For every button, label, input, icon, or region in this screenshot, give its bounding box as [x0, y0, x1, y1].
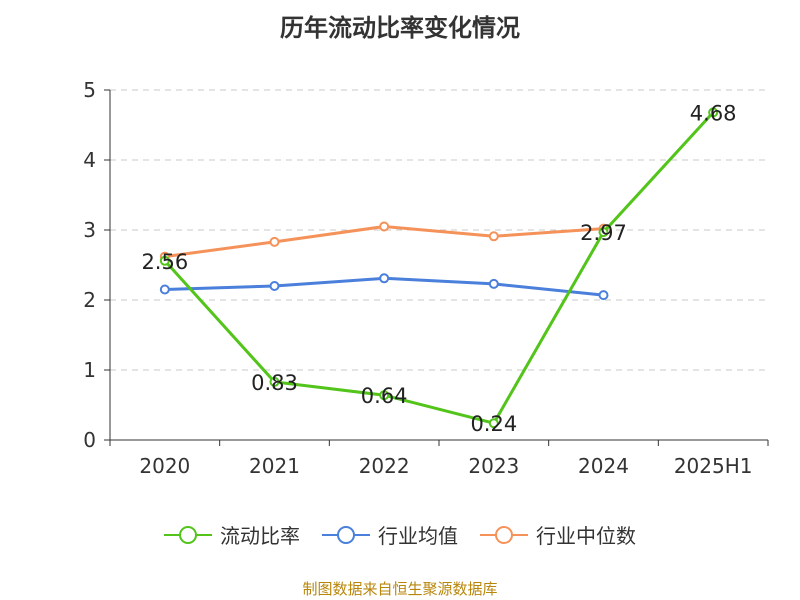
data-point	[379, 221, 390, 232]
data-label: 0.24	[470, 412, 517, 436]
data-point	[379, 273, 390, 284]
data-point	[269, 376, 280, 387]
chart-title: 历年流动比率变化情况	[280, 14, 520, 42]
data-point	[379, 390, 390, 401]
x-tick-label: 2024	[578, 454, 629, 478]
data-label: 0.83	[251, 371, 298, 395]
legend-marker-icon	[322, 525, 370, 544]
y-tick-label: 5	[83, 78, 96, 102]
legend: 流动比率 行业均值 行业中位数	[0, 520, 800, 549]
legend-marker-icon	[164, 525, 212, 544]
data-point	[598, 290, 609, 301]
y-tick-label: 3	[83, 218, 96, 242]
data-label: 4.68	[690, 101, 737, 125]
data-label: 2.97	[580, 221, 627, 245]
y-tick-label: 0	[83, 428, 96, 452]
data-point	[159, 284, 170, 295]
data-source-note: 制图数据来自恒生聚源数据库	[302, 580, 498, 598]
data-point	[488, 278, 499, 289]
y-tick-label: 4	[83, 148, 96, 172]
x-tick-label: 2020	[139, 454, 190, 478]
data-point	[269, 281, 280, 291]
data-label: 0.64	[361, 384, 408, 408]
data-point	[269, 236, 280, 247]
data-label: 2.56	[141, 250, 188, 274]
data-point	[488, 418, 499, 429]
legend-label: 行业中位数	[536, 524, 636, 548]
x-tick-label: 2022	[359, 454, 410, 478]
x-tick-label: 2021	[249, 454, 300, 478]
x-tick-label: 2025H1	[674, 454, 753, 478]
legend-label: 流动比率	[220, 524, 300, 548]
data-point	[488, 231, 499, 242]
series-line	[163, 111, 715, 425]
legend-marker-icon	[480, 525, 528, 544]
data-point	[708, 107, 719, 118]
y-tick-label: 1	[83, 358, 96, 382]
legend-item-current-ratio[interactable]: 流动比率	[164, 520, 300, 549]
data-point	[159, 255, 170, 266]
x-tick-label: 2023	[468, 454, 519, 478]
data-point	[598, 227, 609, 238]
y-tick-label: 2	[83, 288, 96, 312]
legend-label: 行业均值	[378, 524, 458, 548]
legend-item-industry-mean[interactable]: 行业均值	[322, 520, 458, 549]
legend-item-industry-median[interactable]: 行业中位数	[480, 520, 636, 549]
